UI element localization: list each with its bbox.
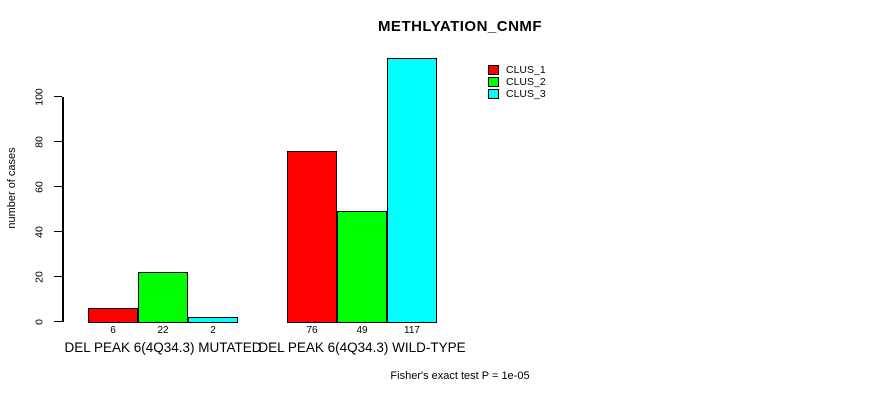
annotation-fisher-test: Fisher's exact test P = 1e-05 <box>390 370 530 382</box>
y-tick <box>54 230 62 233</box>
legend-label: CLUS_2 <box>506 76 546 88</box>
x-axis-group-label: DEL PEAK 6(4Q34.3) MUTATED <box>64 340 262 355</box>
y-tick <box>54 185 62 188</box>
legend-swatch-icon <box>488 77 499 87</box>
x-axis-group-label: DEL PEAK 6(4Q34.3) WILD-TYPE <box>258 340 466 355</box>
bar-clus_2-group2 <box>337 211 387 323</box>
legend-label: CLUS_3 <box>506 88 546 100</box>
y-tick <box>54 275 62 278</box>
y-axis-title: number of cases <box>6 147 18 229</box>
bar-value-label: 49 <box>356 325 368 336</box>
bar-clus_3-group1 <box>188 317 238 323</box>
y-tick-label: 0 <box>33 318 46 325</box>
y-tick-label: 20 <box>33 270 46 283</box>
y-tick <box>54 140 62 143</box>
bar-clus_3-group2 <box>387 58 437 323</box>
y-tick-label: 60 <box>33 180 46 193</box>
legend-label: CLUS_1 <box>506 64 546 76</box>
y-tick <box>54 95 62 98</box>
y-axis-line <box>62 96 64 322</box>
bar-value-label: 22 <box>157 325 169 336</box>
y-tick-label: 40 <box>33 225 46 238</box>
bar-clus_1-group1 <box>88 308 138 323</box>
bar-value-label: 6 <box>110 325 116 336</box>
chart-title: METHLYATION_CNMF <box>377 18 543 35</box>
bar-clus_2-group1 <box>138 272 188 323</box>
y-tick <box>54 320 62 323</box>
bar-value-label: 2 <box>210 325 216 336</box>
y-tick-label: 100 <box>33 87 46 106</box>
bar-value-label: 76 <box>306 325 318 336</box>
y-tick-label: 80 <box>33 135 46 148</box>
bar-clus_1-group2 <box>287 150 337 323</box>
bar-value-label: 117 <box>404 325 420 336</box>
legend-swatch-icon <box>488 89 499 99</box>
legend-swatch-icon <box>488 65 499 75</box>
